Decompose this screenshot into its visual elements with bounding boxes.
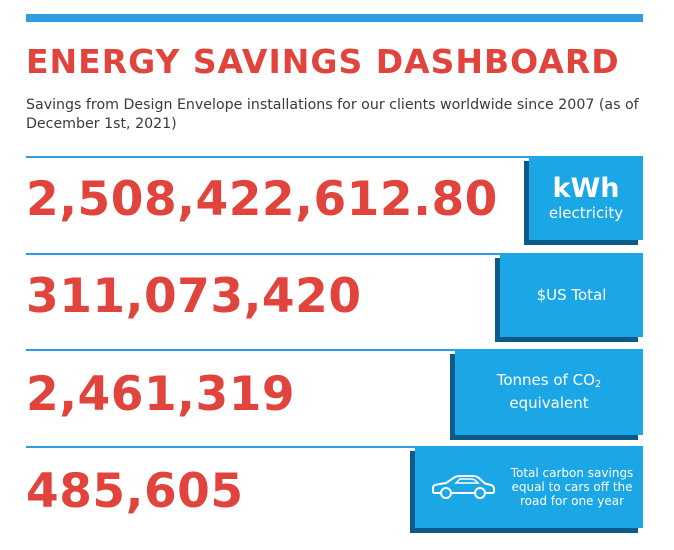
stat-value-kwh: 2,508,422,612.80 — [26, 172, 498, 227]
stat-row-usd: 311,073,420 $US Total — [26, 253, 643, 337]
row-divider — [26, 349, 643, 351]
stat-value-usd: 311,073,420 — [26, 269, 362, 324]
stat-value-co2: 2,461,319 — [26, 367, 296, 422]
unit-badge-usd: $US Total — [500, 253, 643, 337]
unit-label-equivalent: equivalent — [509, 394, 589, 412]
stat-row-electricity: 2,508,422,612.80 kWh electricity — [26, 156, 643, 240]
unit-label-kwh: kWh — [552, 173, 620, 204]
unit-badge-kwh: kWh electricity — [529, 156, 643, 240]
stat-row-cars: 485,605 Total carbon savings equal to ca… — [26, 446, 643, 528]
stat-value-cars: 485,605 — [26, 464, 244, 519]
unit-badge-cars: Total carbon savings equal to cars off t… — [415, 446, 643, 528]
unit-label-co2: Tonnes of CO2 — [496, 371, 602, 390]
top-divider — [26, 14, 643, 22]
row-divider — [26, 156, 643, 158]
unit-label-cars: Total carbon savings equal to cars off t… — [510, 466, 634, 508]
page-title: ENERGY SAVINGS DASHBOARD — [26, 42, 620, 81]
page-subtitle: Savings from Design Envelope installatio… — [26, 97, 639, 132]
car-icon — [432, 475, 495, 499]
unit-label-electricity: electricity — [548, 204, 624, 222]
unit-label-usd: $US Total — [536, 286, 607, 304]
row-divider — [26, 446, 643, 448]
stat-row-co2: 2,461,319 Tonnes of CO2 equivalent — [26, 349, 643, 435]
row-divider — [26, 253, 643, 255]
unit-badge-co2: Tonnes of CO2 equivalent — [455, 349, 643, 435]
